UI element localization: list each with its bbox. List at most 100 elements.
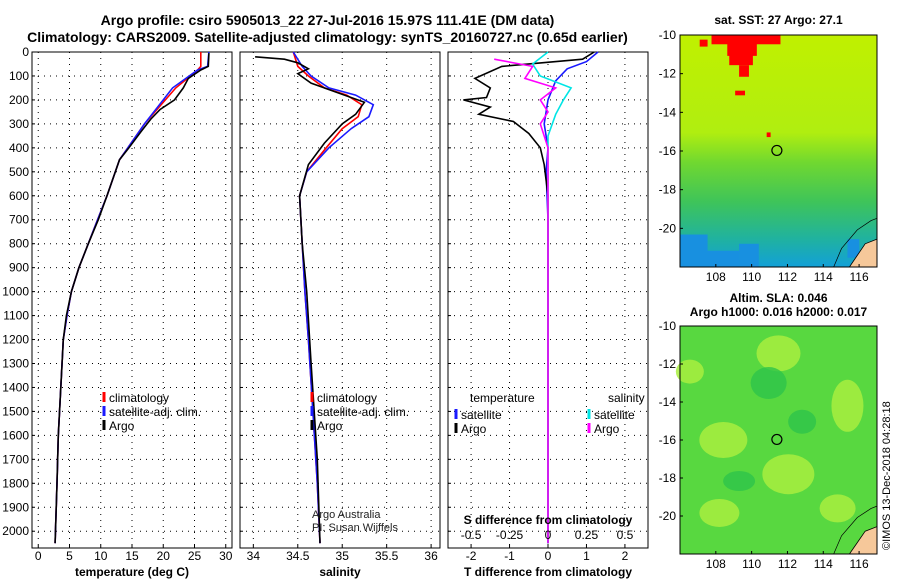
s-tick-label: -0.25 [496, 528, 524, 542]
y-tick-label: 400 [9, 141, 29, 155]
series-line-s-argo [494, 58, 558, 544]
map-y-tick-label: -12 [659, 357, 677, 371]
chart-title-line1: Argo profile: csiro 5905013_22 27-Jul-20… [100, 12, 555, 28]
x-tick-label: 5 [66, 549, 73, 563]
map-x-tick-label: 110 [742, 557, 761, 571]
map-x-tick-label: 114 [814, 270, 833, 284]
x-tick-label: 34 [247, 549, 261, 563]
s-axis-title: S difference from climatology [464, 513, 633, 527]
map-x-tick-label: 108 [706, 270, 726, 284]
y-tick-label: 600 [9, 189, 29, 203]
sla-anomaly-blob [675, 359, 704, 384]
y-tick-label: 1100 [3, 309, 29, 323]
sla-anomaly-blob [699, 422, 748, 458]
copyright-text: ©IMOS 13-Dec-2018 04:28:18 [881, 401, 893, 550]
legend-label-s: satellite [594, 408, 635, 422]
chart-title-line2: Climatology: CARS2009. Satellite-adjuste… [27, 29, 628, 45]
float-position-marker [771, 433, 783, 446]
y-tick-label: 1800 [2, 476, 29, 490]
map-y-tick-label: -10 [659, 319, 677, 333]
sst-hot-pixel [739, 65, 749, 77]
plot-frame [239, 51, 441, 549]
sst-cool-patch [739, 243, 759, 267]
series-line-argo [54, 53, 210, 544]
y-tick-label: 1200 [2, 333, 29, 347]
sla-anomaly-blob [819, 494, 856, 523]
y-tick-label: 1400 [2, 380, 29, 394]
sst-hot-pixel [727, 41, 757, 56]
map-y-tick-label: -16 [659, 433, 677, 447]
y-tick-label: 1700 [2, 452, 29, 466]
legend-label: Argo [317, 419, 343, 433]
y-tick-label: 500 [9, 165, 29, 179]
y-tick-label: 900 [9, 261, 29, 275]
map-x-tick-label: 116 [850, 557, 869, 571]
sst-hot-pixel [766, 132, 771, 138]
sst-hot-pixel [735, 90, 746, 96]
panel-temperature: 0100200300400500600700800900100011001200… [2, 45, 232, 579]
x-tick-label: -2 [466, 549, 477, 563]
y-tick-label: 300 [9, 117, 29, 131]
legend-label-s: Argo [594, 422, 620, 436]
x-tick-label: 36 [424, 549, 438, 563]
map-title: sat. SST: 27 Argo: 27.1 [714, 13, 843, 27]
sst-cool-patch [699, 250, 740, 267]
x-tick-label: 15 [125, 549, 139, 563]
legend-title-temperature: temperature [470, 391, 535, 405]
y-tick-label: 0 [22, 45, 29, 59]
map-y-tick-label: -18 [659, 471, 677, 485]
y-tick-label: 200 [9, 93, 29, 107]
x-tick-label: 0 [545, 549, 552, 563]
x-tick-label: 30 [219, 549, 233, 563]
legend-label-t: Argo [461, 422, 487, 436]
map-x-tick-label: 112 [778, 270, 797, 284]
y-tick-label: 1000 [2, 285, 29, 299]
map-y-tick-label: -20 [659, 221, 677, 235]
sst-field [680, 35, 877, 267]
y-tick-label: 1600 [2, 428, 29, 442]
map-sla_map: -10 -12 -14 -16 -18 -20 108 110 112 114 116 Altim. … [659, 291, 878, 571]
x-tick-label: 2 [622, 549, 629, 563]
legend-label-t: satellite [461, 408, 502, 422]
sla-anomaly-blob [756, 335, 801, 372]
y-tick-label: 1500 [2, 404, 29, 418]
x-axis-title: temperature (deg C) [75, 565, 189, 579]
sla-low-blob [723, 471, 756, 492]
x-tick-label: 0 [35, 549, 42, 563]
legend-label: climatology [109, 391, 169, 405]
y-tick-label: 1900 [2, 500, 29, 514]
s-tick-label: 0.5 [617, 528, 634, 542]
plot-frame [31, 51, 233, 549]
s-tick-label: -0.5 [461, 528, 482, 542]
depth-contour [833, 217, 878, 268]
x-tick-label: 20 [157, 549, 171, 563]
sst-hot-pixel [729, 53, 753, 66]
sla-low-blob [788, 409, 817, 434]
sla-anomaly-blob [762, 454, 815, 495]
copyright-text-wrap: ©IMOS 13-Dec-2018 04:28:18 [881, 401, 895, 570]
sla-anomaly-blob [831, 379, 864, 432]
series-line-satellite-adj-clim- [292, 51, 375, 544]
x-tick-label: 34.5 [286, 549, 310, 563]
x-tick-label: 35 [336, 549, 350, 563]
series-line-t-argo [463, 51, 595, 544]
panel-salinity: 34 34.5 35 35.5 36 salinity climatologysatelli… [239, 51, 441, 579]
x-tick-label: 10 [94, 549, 108, 563]
y-tick-label: 1300 [2, 356, 29, 370]
sla-low-blob [750, 367, 787, 399]
sla-anomaly-blob [699, 498, 740, 527]
legend-label: Argo [109, 419, 135, 433]
legend-label: climatology [317, 391, 377, 405]
y-tick-label: 700 [9, 213, 29, 227]
x-tick-label: 1 [583, 549, 590, 563]
map-title: Altim. SLA: 0.046 [729, 291, 827, 305]
map-y-tick-label: -18 [659, 183, 677, 197]
x-axis-title: T difference from climatology [464, 565, 632, 579]
map-y-tick-label: -16 [659, 144, 677, 158]
y-tick-label: 100 [9, 69, 29, 83]
y-tick-label: 2000 [2, 524, 29, 538]
s-tick-label: 0 [545, 528, 552, 542]
map-x-tick-label: 108 [706, 557, 726, 571]
panel-difference: -2 -1 0 1 2 T difference from climatology temp… [447, 51, 649, 579]
